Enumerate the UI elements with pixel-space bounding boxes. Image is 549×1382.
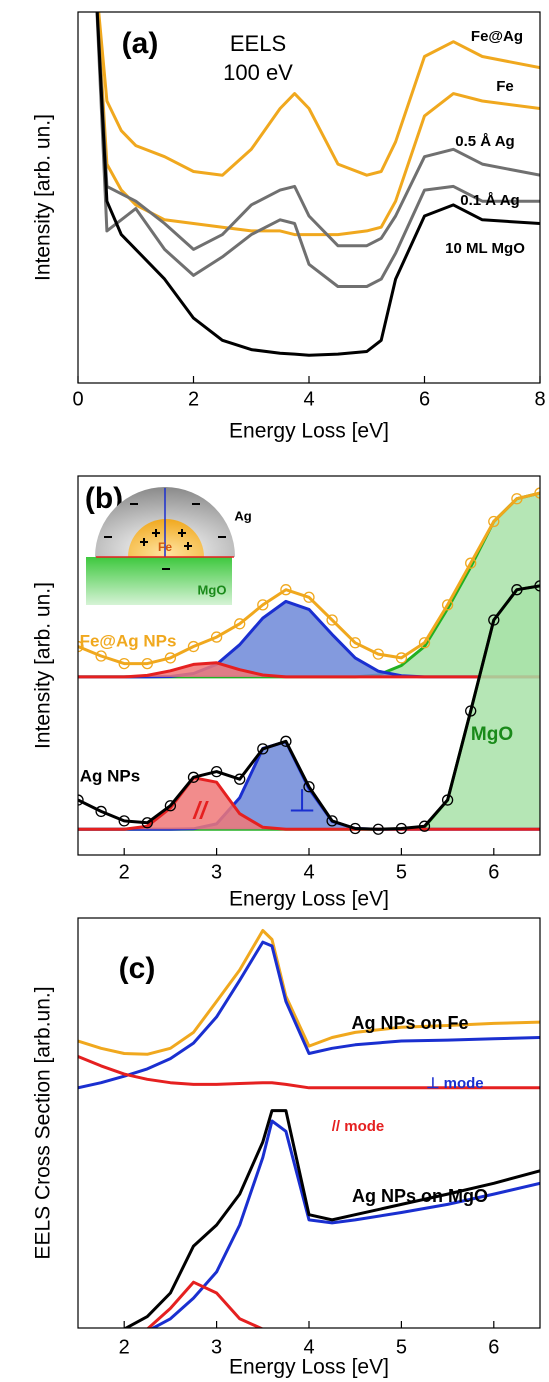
series-label: Fe@Ag <box>471 28 523 45</box>
x-tick-label: 4 <box>303 861 314 883</box>
series-label: 0.5 Å Ag <box>455 133 514 150</box>
data-point <box>303 591 315 603</box>
x-tick-label: 2 <box>119 861 130 883</box>
data-point <box>488 515 500 528</box>
curve <box>78 661 540 679</box>
x-tick-label: 2 <box>188 388 199 410</box>
curve <box>95 12 540 288</box>
curve <box>150 1119 540 1328</box>
curve <box>78 491 540 666</box>
data-point <box>303 781 315 793</box>
x-tick-label: 4 <box>303 1336 314 1358</box>
charges <box>104 503 226 570</box>
area <box>78 741 540 830</box>
data-point <box>280 584 292 596</box>
series-label: ⊥ mode <box>426 1075 483 1092</box>
annotation: (c) <box>119 952 156 985</box>
x-tick-label: 6 <box>419 388 430 410</box>
series-label: 0.1 Å Ag <box>460 192 519 209</box>
series-label: Ag NPs on Fe <box>351 1013 468 1033</box>
data-point <box>78 640 84 653</box>
curve <box>95 12 540 251</box>
curve <box>97 12 540 177</box>
x-axis-label: Energy Loss [eV] <box>229 1356 389 1379</box>
data-point <box>257 599 269 611</box>
data-point <box>418 637 431 649</box>
data-point <box>326 614 338 626</box>
series-label: ⊥ <box>288 782 316 818</box>
area <box>78 601 540 677</box>
series-label: Ag NPs on MgO <box>352 1186 488 1206</box>
data-point <box>187 640 200 653</box>
data-point <box>257 743 269 755</box>
area <box>78 585 540 830</box>
series-label: 10 ML MgO <box>445 240 525 257</box>
data-point <box>210 631 223 643</box>
data-point <box>280 735 292 747</box>
data-point <box>95 650 107 662</box>
data-point <box>465 557 477 569</box>
data-point <box>234 773 246 785</box>
x-tick-label: 3 <box>211 1336 222 1358</box>
series-label: MgO <box>471 724 513 745</box>
curve <box>96 12 540 237</box>
nanoparticle-inset <box>86 487 235 605</box>
x-tick-label: 3 <box>211 861 222 883</box>
series-label: Ag NPs <box>80 766 140 785</box>
x-tick-label: 6 <box>488 1336 499 1358</box>
x-axis-label: Energy Loss [eV] <box>229 420 389 443</box>
y-axis-label: Intensity [arb. un.] <box>32 114 55 281</box>
annotation: MgO <box>198 582 227 597</box>
data-point <box>234 618 246 630</box>
area <box>78 662 540 677</box>
data-point <box>78 794 84 806</box>
x-axis-label: Energy Loss [eV] <box>229 888 389 911</box>
data-point <box>441 599 454 611</box>
panel: Fe@Ag Fe 0.5 Å Ag 0.1 Å Ag 10 ML MgO 0 2 4 6 8 Ene… <box>32 11 546 443</box>
x-tick-label: 6 <box>488 861 499 883</box>
data-point <box>349 637 361 649</box>
curve <box>78 1055 540 1090</box>
x-tick-label: 4 <box>303 388 314 410</box>
panel: Fe@Ag NPs MgO ⊥ // Ag NPs 2 3 4 5 6 Energy Loss [e… <box>32 475 541 911</box>
annotation: EELS <box>230 31 286 56</box>
area <box>78 777 540 830</box>
x-tick-label: 5 <box>396 1336 407 1358</box>
x-tick-label: 5 <box>396 861 407 883</box>
y-axis-label: EELS Cross Section [arb.un.] <box>32 986 55 1259</box>
x-tick-label: 2 <box>119 1336 130 1358</box>
plot-area <box>95 12 540 357</box>
curve <box>78 776 540 831</box>
data-point <box>95 805 107 818</box>
curve <box>78 584 540 831</box>
panel: Ag NPs on Fe ⊥ mode // mode Ag NPs on MgO 2 3… <box>32 917 541 1379</box>
plot-area <box>78 487 540 835</box>
curve <box>78 940 540 1090</box>
x-tick-label: 0 <box>72 388 83 410</box>
curve <box>78 929 540 1056</box>
series-label: // mode <box>332 1118 385 1135</box>
fe-core <box>128 519 204 557</box>
y-axis-label: Intensity [arb. un.] <box>32 582 55 749</box>
curve <box>122 1109 540 1328</box>
substrate <box>86 557 232 605</box>
annotation: 100 eV <box>223 60 293 85</box>
data-point <box>164 800 177 812</box>
series-label: // <box>192 797 209 824</box>
series-label: Fe <box>496 78 514 95</box>
data-point <box>326 815 338 827</box>
annotation: Fe <box>158 540 172 554</box>
series-label: Fe@Ag NPs <box>80 631 177 650</box>
annotation: (a) <box>122 27 159 60</box>
annotation: Ag <box>234 508 251 523</box>
curve <box>95 12 540 357</box>
x-tick-label: 8 <box>534 388 545 410</box>
plot-area <box>78 929 540 1328</box>
